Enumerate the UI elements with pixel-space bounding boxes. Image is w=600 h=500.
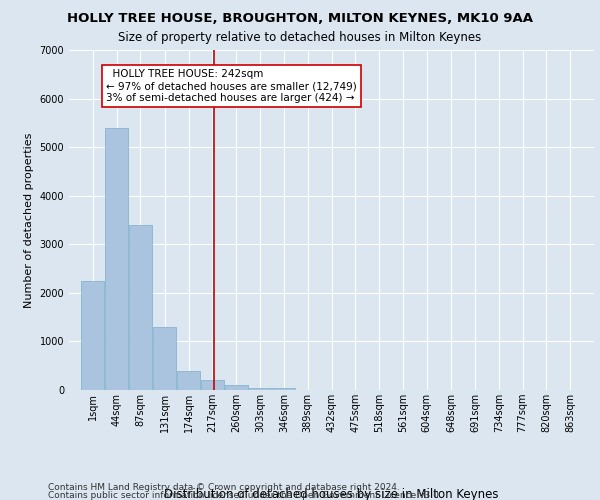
Bar (177, 370, 200, 390)
Text: HOLLY TREE HOUSE: 242sqm
← 97% of detached houses are smaller (12,749)
3% of sem: HOLLY TREE HOUSE: 242sqm ← 97% of detach… (106, 70, 356, 102)
Bar (248, 388, 271, 390)
Text: Contains HM Land Registry data © Crown copyright and database right 2024.: Contains HM Land Registry data © Crown c… (48, 484, 400, 492)
Bar (82, 280, 104, 390)
Bar (225, 385, 248, 390)
Bar (272, 388, 295, 390)
X-axis label: Distribution of detached houses by size in Milton Keynes: Distribution of detached houses by size … (164, 488, 499, 500)
Text: Contains public sector information licensed under the Open Government Licence v3: Contains public sector information licen… (48, 491, 442, 500)
Text: Size of property relative to detached houses in Milton Keynes: Size of property relative to detached ho… (118, 31, 482, 44)
Y-axis label: Number of detached properties: Number of detached properties (24, 132, 34, 308)
Bar (105, 128, 128, 390)
Bar (201, 380, 224, 390)
Text: HOLLY TREE HOUSE, BROUGHTON, MILTON KEYNES, MK10 9AA: HOLLY TREE HOUSE, BROUGHTON, MILTON KEYN… (67, 12, 533, 26)
Bar (154, 327, 176, 390)
Bar (129, 225, 152, 390)
